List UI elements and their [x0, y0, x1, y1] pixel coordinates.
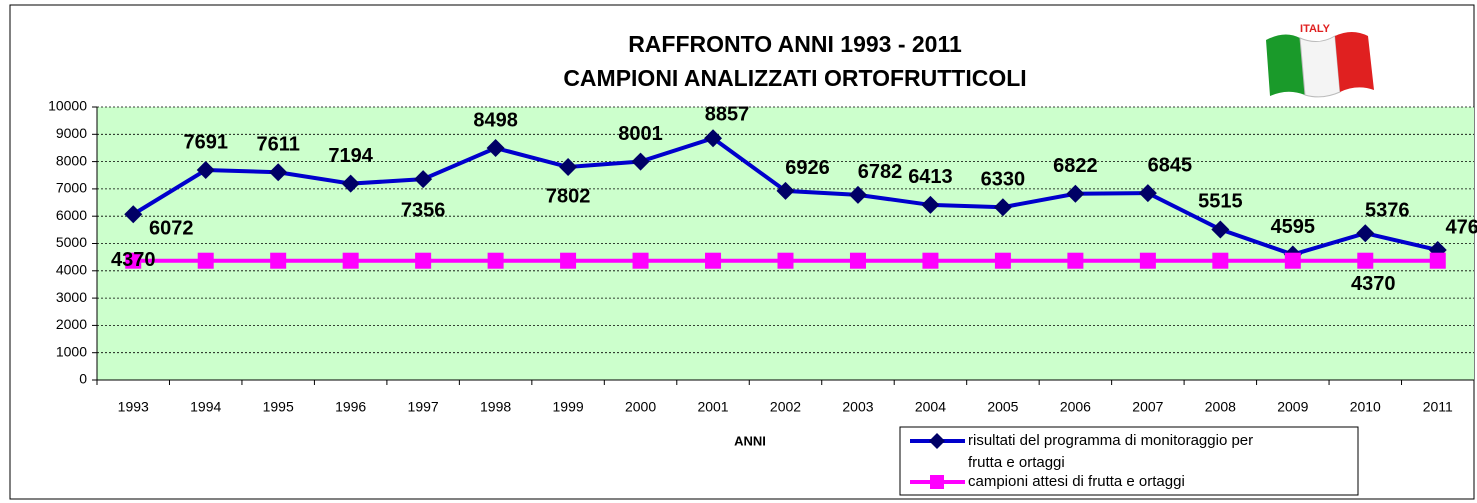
- data-label: 5515: [1198, 191, 1243, 213]
- x-tick-label: 2003: [842, 399, 873, 415]
- data-label: 8857: [705, 103, 750, 125]
- marker: [631, 152, 650, 171]
- data-label: 6413: [908, 166, 953, 188]
- x-tick-label: 2000: [625, 399, 656, 415]
- x-tick-label: 2004: [915, 399, 946, 415]
- marker: [1356, 224, 1375, 243]
- legend-marker: [930, 475, 944, 489]
- y-tick-label: 4000: [56, 262, 87, 278]
- marker: [1284, 252, 1301, 269]
- legend-label: risultati del programma di monitoraggio …: [968, 432, 1253, 471]
- marker: [197, 252, 214, 269]
- data-label: 6782: [858, 161, 903, 183]
- marker: [1067, 252, 1084, 269]
- y-tick-label: 7000: [56, 180, 87, 196]
- flag-label: ITALY: [1300, 23, 1331, 35]
- x-tick-label: 1999: [553, 399, 584, 415]
- flag-icon: ITALY: [1266, 23, 1374, 98]
- x-tick-label: 2009: [1277, 399, 1308, 415]
- x-tick-label: 2002: [770, 399, 801, 415]
- data-label: 8001: [618, 123, 663, 145]
- legend-label: campioni attesi di frutta e ortaggi: [968, 473, 1185, 490]
- y-tick-label: 1000: [56, 343, 87, 359]
- marker: [560, 252, 577, 269]
- data-label: 7691: [183, 131, 228, 153]
- data-label: 8498: [473, 109, 518, 131]
- marker: [270, 252, 287, 269]
- data-label: 5376: [1365, 200, 1410, 222]
- marker: [1429, 252, 1446, 269]
- x-tick-label: 2001: [697, 399, 728, 415]
- marker: [704, 129, 723, 148]
- data-label: 4370: [1351, 273, 1396, 295]
- chart-subtitle: CAMPIONI ANALIZZATI ORTOFRUTTICOLI: [563, 65, 1026, 91]
- marker: [993, 198, 1012, 217]
- data-label: 6330: [981, 168, 1026, 190]
- legend-marker: [929, 433, 945, 449]
- y-tick-label: 5000: [56, 234, 87, 250]
- marker: [196, 161, 215, 180]
- x-tick-label: 1994: [190, 399, 221, 415]
- chart-title: RAFFRONTO ANNI 1993 - 2011: [628, 31, 962, 57]
- data-label: 7356: [401, 199, 446, 221]
- data-label: 6072: [149, 218, 194, 240]
- marker: [486, 139, 505, 158]
- marker: [1138, 184, 1157, 203]
- x-tick-label: 2011: [1423, 399, 1453, 415]
- data-label: 4370: [111, 249, 156, 271]
- marker: [922, 252, 939, 269]
- y-tick-label: 10000: [48, 98, 87, 114]
- x-tick-label: 1993: [118, 399, 149, 415]
- marker: [414, 170, 433, 189]
- marker: [848, 185, 867, 204]
- data-label: 4761: [1446, 216, 1477, 238]
- x-tick-label: 1997: [408, 399, 439, 415]
- data-label: 7802: [546, 185, 591, 207]
- marker: [994, 252, 1011, 269]
- marker: [342, 252, 359, 269]
- x-tick-label: 2010: [1350, 399, 1381, 415]
- marker: [705, 252, 722, 269]
- marker: [1357, 252, 1374, 269]
- y-tick-label: 8000: [56, 152, 87, 168]
- data-label: 6926: [785, 157, 830, 179]
- y-tick-label: 9000: [56, 125, 87, 141]
- marker: [125, 252, 142, 269]
- y-tick-label: 3000: [56, 289, 87, 305]
- data-label: 6845: [1148, 154, 1193, 176]
- y-tick-label: 2000: [56, 316, 87, 332]
- x-tick-label: 1995: [263, 399, 294, 415]
- x-tick-label: 2006: [1060, 399, 1091, 415]
- marker: [921, 195, 940, 214]
- marker: [1211, 220, 1230, 239]
- marker: [849, 252, 866, 269]
- marker: [341, 174, 360, 193]
- marker: [559, 158, 578, 177]
- data-label: 7194: [328, 145, 373, 167]
- marker: [487, 252, 504, 269]
- y-tick-label: 6000: [56, 207, 87, 223]
- x-tick-label: 1998: [480, 399, 511, 415]
- marker: [777, 252, 794, 269]
- x-tick-label: 2008: [1205, 399, 1236, 415]
- marker: [415, 252, 432, 269]
- data-label: 4595: [1271, 216, 1316, 238]
- marker: [1066, 184, 1085, 203]
- marker: [776, 181, 795, 200]
- marker: [632, 252, 649, 269]
- marker: [1212, 252, 1229, 269]
- x-axis-label: ANNI: [734, 433, 766, 448]
- legend: [899, 426, 1359, 496]
- y-tick-label: 0: [79, 371, 87, 387]
- x-tick-label: 1996: [335, 399, 366, 415]
- data-label: 6822: [1053, 155, 1098, 177]
- data-label: 7611: [256, 134, 299, 156]
- marker: [1139, 252, 1156, 269]
- x-tick-label: 2005: [987, 399, 1018, 415]
- marker: [124, 205, 143, 224]
- marker: [269, 163, 288, 182]
- x-tick-label: 2007: [1132, 399, 1163, 415]
